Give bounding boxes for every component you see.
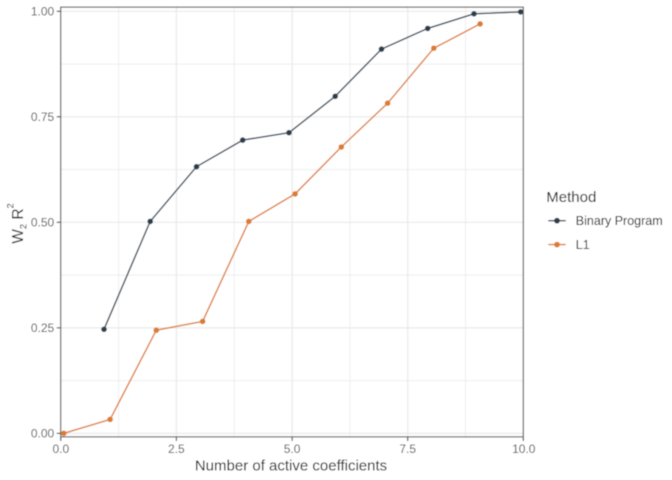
svg-text:5.0: 5.0 <box>284 442 301 456</box>
svg-text:Binary Program: Binary Program <box>576 214 663 228</box>
svg-text:10.0: 10.0 <box>512 442 536 456</box>
svg-text:L1: L1 <box>576 238 590 252</box>
svg-text:0.0: 0.0 <box>52 442 69 456</box>
svg-text:0.75: 0.75 <box>31 110 55 124</box>
svg-text:0.25: 0.25 <box>31 321 55 335</box>
svg-text:W2 R2: W2 R2 <box>6 203 29 243</box>
svg-text:0.50: 0.50 <box>31 216 55 230</box>
svg-text:0.00: 0.00 <box>31 427 55 441</box>
svg-text:Number of active coefficients: Number of active coefficients <box>195 457 387 474</box>
svg-text:Method: Method <box>546 189 596 206</box>
svg-text:1.00: 1.00 <box>31 5 55 19</box>
svg-text:7.5: 7.5 <box>399 442 416 456</box>
svg-text:2.5: 2.5 <box>168 442 185 456</box>
